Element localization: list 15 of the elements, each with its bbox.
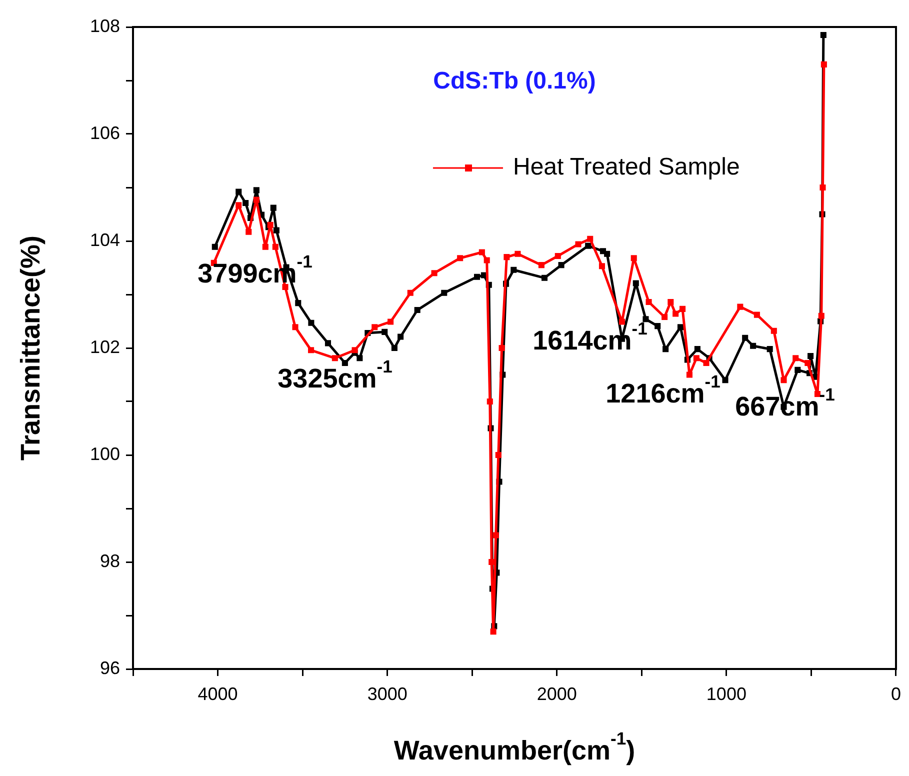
y-tick-label: 96 — [100, 658, 120, 678]
text: CdS:Tb (0.1%) — [433, 68, 596, 95]
x-tick-label: 4000 — [198, 684, 238, 704]
x-tick-label: 0 — [890, 684, 901, 704]
y-tick-label: 106 — [90, 122, 120, 143]
y-tick-label: 102 — [90, 336, 120, 357]
x-tick-label: 1000 — [706, 684, 746, 704]
y-tick-label: 100 — [90, 444, 120, 464]
y-tick-label: 108 — [90, 16, 120, 36]
y-axis-title: Transmittance(%) — [15, 235, 46, 461]
legend-label: Heat Treated Sample — [513, 154, 740, 181]
x-tick-label: 2000 — [536, 684, 577, 704]
y-tick-label: 98 — [100, 550, 120, 571]
x-tick-label: 3000 — [367, 684, 408, 704]
y-tick-label: 104 — [90, 230, 120, 250]
